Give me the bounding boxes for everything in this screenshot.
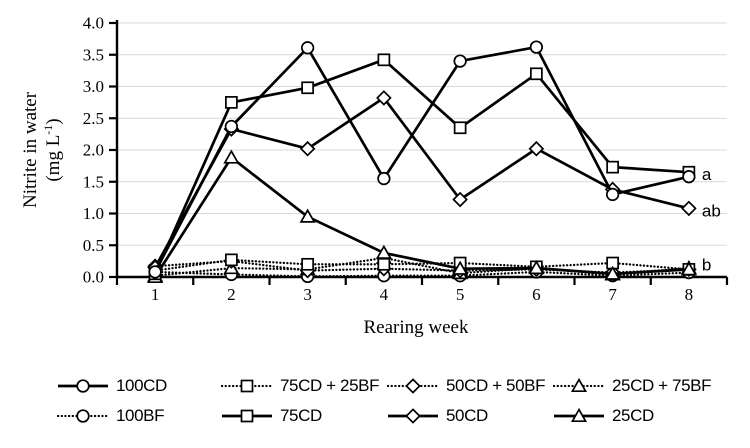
triangle-marker [375,244,392,259]
square-marker [377,53,391,67]
square-marker [606,160,619,174]
square-marker [377,257,391,271]
series-line-diamond [153,96,690,269]
square-marker [530,67,543,81]
diamond-marker [299,140,316,157]
triangle-marker [452,260,469,275]
series-line-circle [153,270,691,278]
y-tick-label: 1.5 [83,172,104,191]
legend-label: 25CD + 75BF [612,376,712,395]
legend-item-75CD: 75CD [221,406,322,426]
circle-marker [605,187,620,202]
series-line-circle [153,45,690,273]
legend-item-100BF: 100BF [57,406,164,426]
legend-triangle-icon [570,378,588,393]
x-tick-label: 6 [532,285,541,304]
circle-marker [682,170,696,184]
legend-label: 75CD + 25BF [280,376,380,395]
diamond-marker [452,191,468,208]
legend-item-75CD+25BF: 75CD + 25BF [221,376,379,396]
x-tick-label: 5 [456,285,465,304]
triangle-marker [299,208,316,223]
triangle-marker [223,149,240,164]
y-units-suffix: ) [43,118,64,124]
y-tick-label: 2.5 [83,109,104,128]
square-marker [225,253,238,267]
x-tick-label: 8 [685,285,694,304]
legend-square-icon [240,409,254,423]
legend-item-25CD+75BF: 25CD + 75BF [553,376,711,396]
legend-item-50CD+50BF: 50CD + 50BF [387,376,545,396]
circle-marker [529,40,544,54]
y-tick-label: 0.0 [83,268,104,287]
y-tick-label: 4.0 [83,14,104,33]
legend-circle-icon [76,379,90,393]
legend-circle-icon [76,409,90,423]
x-tick-label: 1 [151,285,160,304]
nitrite-line-chart: 0.0 0.5 1.0 1.5 2.0 2.5 3.0 3.5 4.0 1 2 3 4 5 6 7 8 Reari… [20,14,729,338]
y-tick-label: 3.0 [83,77,104,96]
y-tick-label: 1.0 [83,204,104,223]
legend-key-solid-square [222,409,272,423]
y-axis-units: (mg L-1) [41,118,64,181]
x-tick-label: 2 [227,285,236,304]
x-tick-label: 4 [380,285,389,304]
circle-marker [300,41,315,55]
significance-letter: ab [702,201,721,220]
legend-key-dotted-circle [57,409,109,423]
circle-marker [377,171,391,186]
square-marker [301,81,314,95]
legend-label: 50CD + 50BF [446,376,546,395]
legend-key-solid-triangle [554,408,604,423]
legend-item-100CD: 100CD [57,376,167,396]
y-axis-title: Nitrite in water [20,91,41,208]
legend-key-dotted-square [221,379,273,393]
x-axis-title: Rearing week [364,317,469,338]
legend-key-solid-circle [58,379,108,393]
legend-label: 100CD [116,376,167,395]
circle-marker [453,54,467,68]
square-marker [453,121,467,135]
square-marker [301,257,314,271]
circle-marker [148,265,162,279]
diamond-marker [528,140,545,157]
legend-key-dotted-diamond [387,378,439,394]
legend-triangle-icon [570,408,588,423]
y-units-prefix: (mg L [43,135,64,182]
legend-label: 100BF [116,406,165,425]
series-line-square [153,58,689,275]
significance-letter: b [702,255,711,274]
x-tick-label: 7 [608,285,617,304]
triangle-marker [604,265,621,280]
y-tick-label: 3.5 [83,45,104,64]
series-100CD [148,40,696,279]
significance-letter: a [702,165,712,184]
triangle-marker [680,261,697,276]
diamond-marker [681,200,697,217]
square-marker [225,96,238,109]
legend-key-solid-diamond [388,408,438,424]
triangle-marker [528,259,545,275]
diamond-marker [376,90,392,106]
y-units-superscript: -1 [41,125,55,135]
y-tick-label: 2.0 [83,141,104,160]
legend-item-25CD: 25CD [553,406,654,426]
legend-square-icon [240,379,254,393]
series-line-triangle [153,156,689,278]
legend-diamond-icon [405,378,421,394]
legend-label: 25CD [612,406,654,425]
y-tick-label: 0.5 [83,236,104,255]
legend-label: 75CD [280,406,322,425]
legend-key-dotted-triangle [553,378,605,393]
legend-diamond-icon [405,408,421,424]
circle-marker [224,119,239,134]
x-tick-label: 3 [303,285,312,304]
legend-label: 50CD [446,406,488,425]
legend-item-50CD: 50CD [387,406,488,426]
